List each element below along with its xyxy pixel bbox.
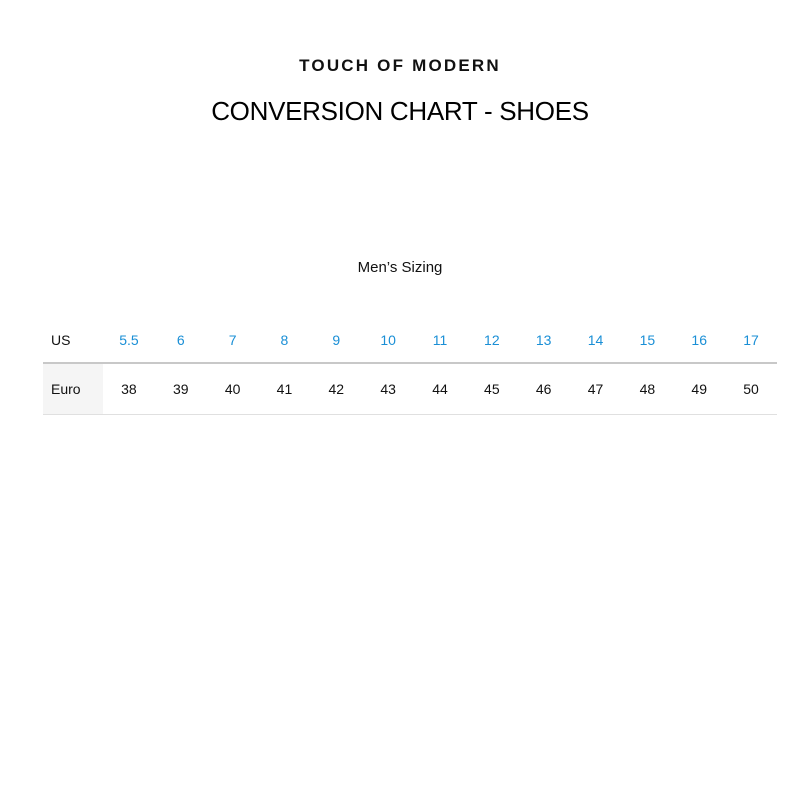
size-cell: 48 — [621, 363, 674, 415]
size-cell: 12 — [465, 318, 518, 364]
section-subtitle: Men’s Sizing — [357, 259, 443, 276]
size-cell: 43 — [362, 363, 415, 415]
size-cell: 42 — [310, 363, 363, 415]
size-cell: 8 — [258, 318, 311, 364]
row-label: US — [43, 318, 103, 364]
size-cell: 47 — [569, 363, 622, 415]
size-cell: 16 — [673, 318, 726, 364]
size-cell: 39 — [154, 363, 207, 415]
size-cell: 11 — [414, 318, 466, 364]
size-cell: 13 — [517, 318, 570, 364]
size-cell: 9 — [310, 318, 363, 364]
us-size-row: US 5.5 6 7 8 9 10 11 12 13 14 15 16 17 — [43, 318, 777, 364]
size-cell: 50 — [725, 363, 777, 415]
size-cell: 14 — [569, 318, 622, 364]
size-cell: 10 — [362, 318, 415, 364]
size-cell: 41 — [258, 363, 311, 415]
size-cell: 40 — [206, 363, 259, 415]
size-cell: 6 — [154, 318, 207, 364]
row-label: Euro — [43, 363, 103, 415]
page-title: CONVERSION CHART - SHOES — [211, 96, 589, 126]
size-cell: 38 — [103, 363, 155, 415]
size-cell: 45 — [465, 363, 518, 415]
size-cell: 49 — [673, 363, 726, 415]
size-cell: 15 — [621, 318, 674, 364]
size-cell: 7 — [206, 318, 259, 364]
brand-logo: TOUCH OF MODERN — [299, 56, 501, 75]
size-cell: 46 — [517, 363, 570, 415]
euro-size-row: Euro 38 39 40 41 42 43 44 45 46 47 48 49 50 — [43, 363, 777, 415]
size-cell: 17 — [725, 318, 777, 364]
size-conversion-table: US 5.5 6 7 8 9 10 11 12 13 14 15 16 17 Euro 38 39 40 41 42 4… — [43, 318, 777, 415]
size-cell: 44 — [414, 363, 466, 415]
size-cell: 5.5 — [103, 318, 155, 364]
